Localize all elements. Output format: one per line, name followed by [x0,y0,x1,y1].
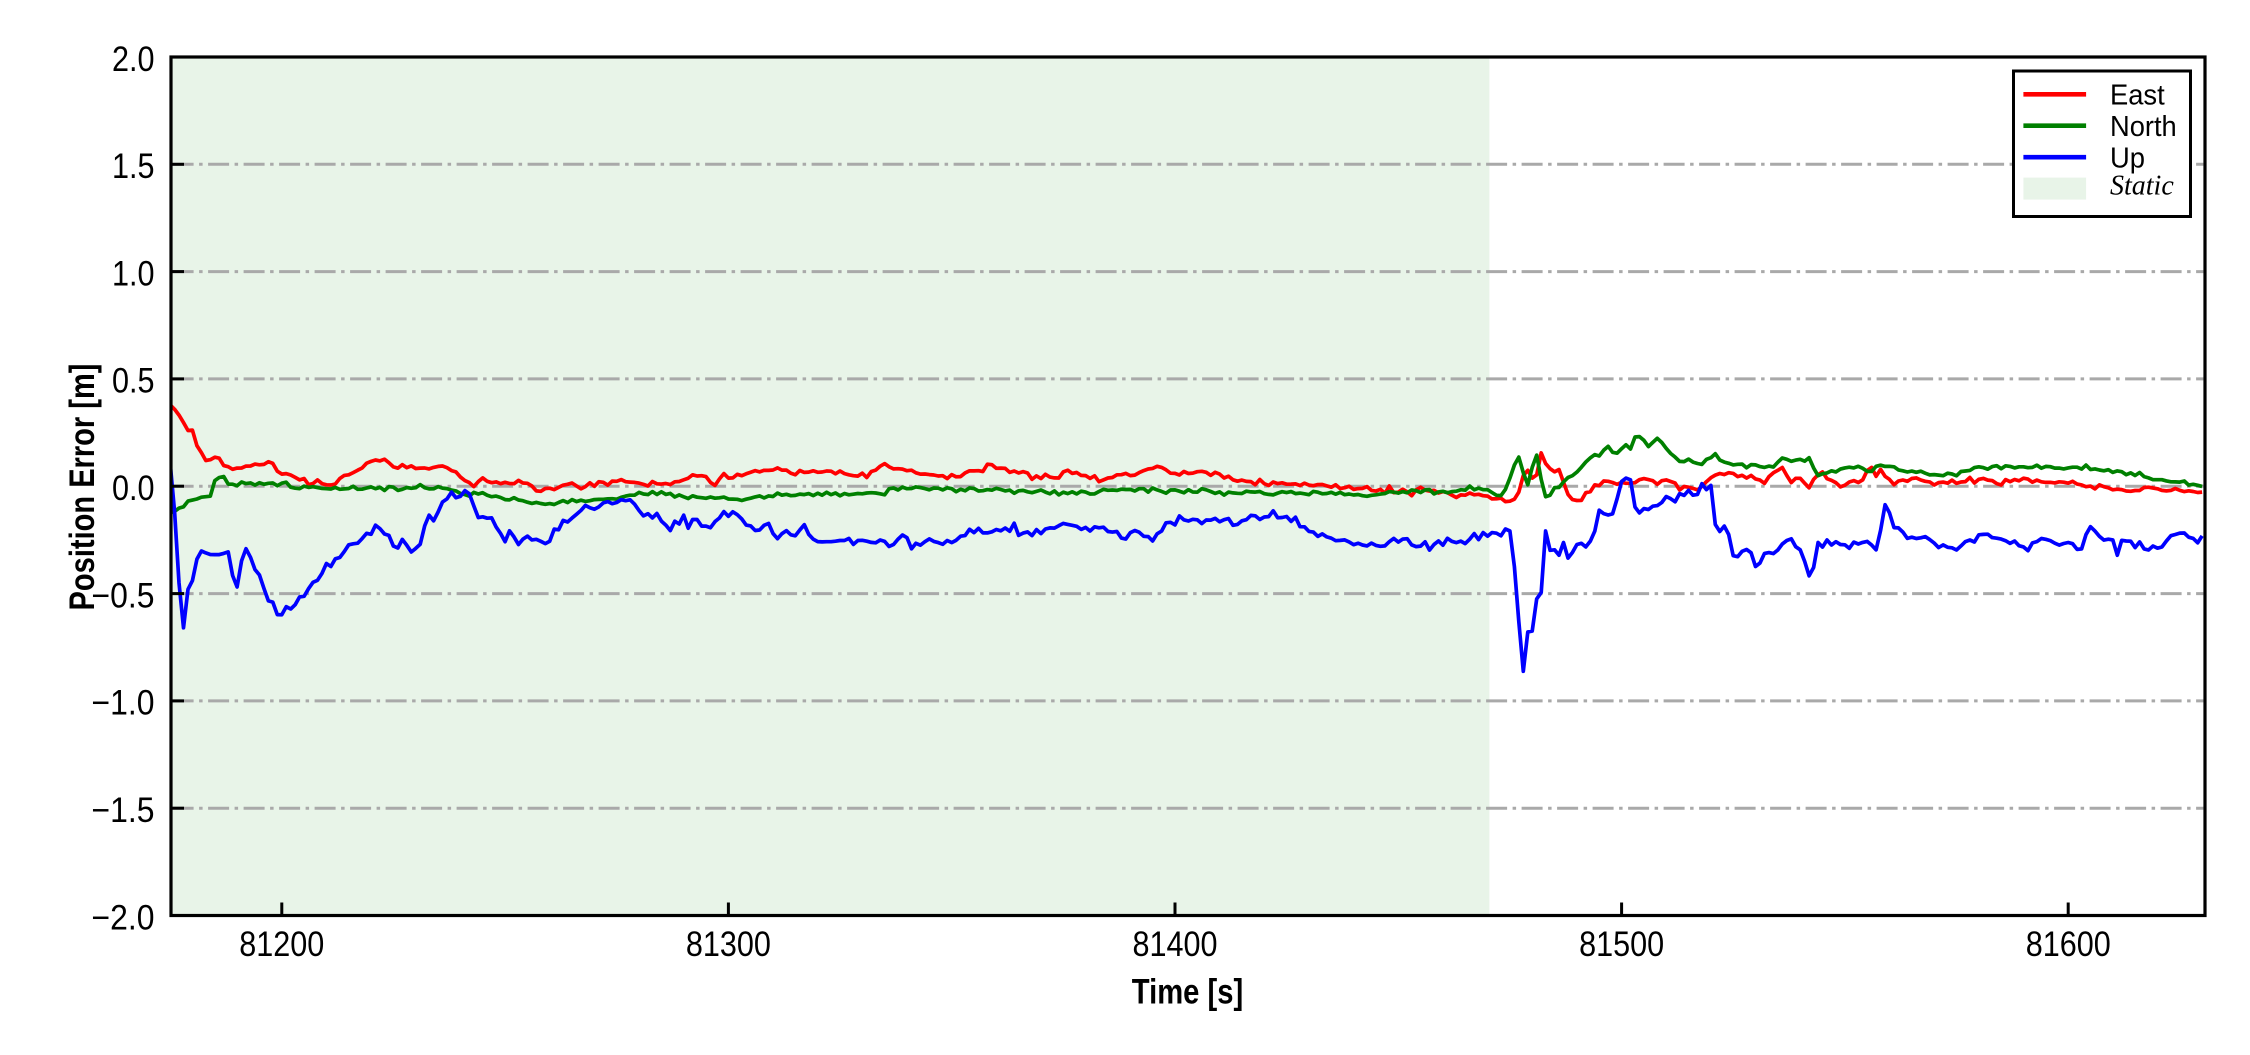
svg-text:East: East [2110,80,2165,112]
svg-text:81300: 81300 [686,925,771,964]
svg-text:81500: 81500 [1579,925,1664,964]
svg-text:81200: 81200 [239,925,324,964]
svg-text:1.0: 1.0 [112,254,155,293]
svg-text:0.0: 0.0 [112,469,155,508]
svg-text:Up: Up [2110,143,2145,175]
svg-text:1.5: 1.5 [112,147,155,186]
svg-text:−2.0: −2.0 [92,898,155,937]
svg-text:81400: 81400 [1133,925,1218,964]
svg-text:North: North [2110,111,2177,143]
svg-text:0.5: 0.5 [112,362,155,401]
svg-text:2.0: 2.0 [112,40,155,79]
svg-text:−0.5: −0.5 [92,576,155,615]
svg-text:Position Error [m]: Position Error [m] [63,364,102,611]
svg-text:−1.5: −1.5 [92,791,155,830]
svg-text:−1.0: −1.0 [92,684,155,723]
svg-text:81600: 81600 [2026,925,2111,964]
svg-text:Static: Static [2110,171,2174,202]
svg-text:Time [s]: Time [s] [1132,972,1243,1011]
